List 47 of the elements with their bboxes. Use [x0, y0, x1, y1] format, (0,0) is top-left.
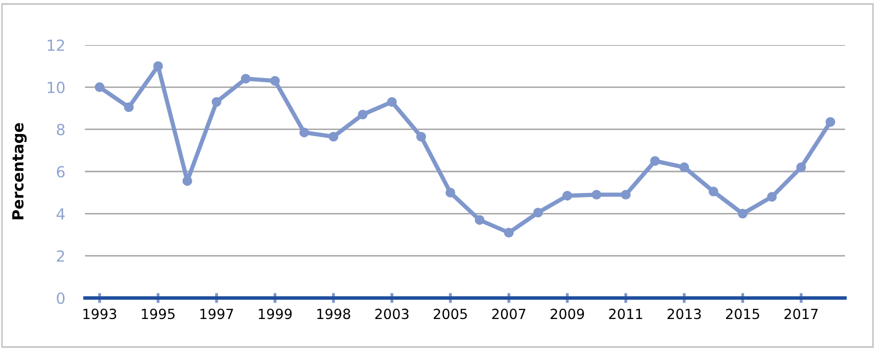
y-tick-label: 2	[56, 250, 64, 262]
x-tick-label: 1999	[258, 308, 292, 320]
point	[738, 208, 748, 219]
y-tick-label: 4	[56, 208, 65, 220]
x-tick-label: 2011	[609, 308, 642, 320]
point	[592, 190, 602, 200]
x-tick-label: 2013	[668, 308, 701, 320]
point	[708, 186, 718, 196]
point	[240, 74, 251, 84]
point	[124, 102, 134, 112]
point	[796, 162, 806, 172]
x-tick-label: 2017	[784, 308, 818, 320]
point	[153, 61, 163, 71]
x-tick-label: 1997	[200, 308, 234, 320]
point	[270, 76, 280, 86]
point	[679, 162, 690, 172]
point	[826, 117, 836, 127]
point	[474, 215, 484, 225]
point	[767, 192, 777, 202]
x-tick-label: 2009	[550, 308, 584, 320]
point	[328, 132, 338, 142]
y-tick-label: 12	[48, 39, 64, 51]
point	[387, 97, 397, 107]
point	[620, 190, 631, 200]
point	[358, 110, 368, 120]
y-tick-label: 6	[56, 166, 65, 178]
x-tick-label: 1998	[317, 308, 350, 320]
point	[299, 128, 310, 138]
y-tick-label: 8	[56, 124, 65, 136]
point	[533, 208, 543, 218]
x-tick-label: 2015	[726, 308, 760, 320]
point	[504, 228, 514, 238]
point	[562, 190, 572, 201]
x-tick-label: 1995	[142, 308, 175, 320]
y-tick-label: 0	[56, 292, 65, 304]
point	[446, 188, 456, 198]
x-tick-label: 2005	[434, 308, 467, 320]
y-tick-label: 10	[48, 82, 65, 94]
point	[212, 97, 222, 107]
point	[416, 132, 426, 142]
point	[94, 82, 104, 92]
y-axis-title: Percentage	[12, 123, 27, 220]
point	[182, 176, 192, 186]
x-tick-label: 1993	[83, 308, 116, 320]
x-tick-label: 2007	[492, 308, 526, 320]
point	[650, 156, 660, 166]
x-tick-label: 2003	[375, 308, 408, 320]
